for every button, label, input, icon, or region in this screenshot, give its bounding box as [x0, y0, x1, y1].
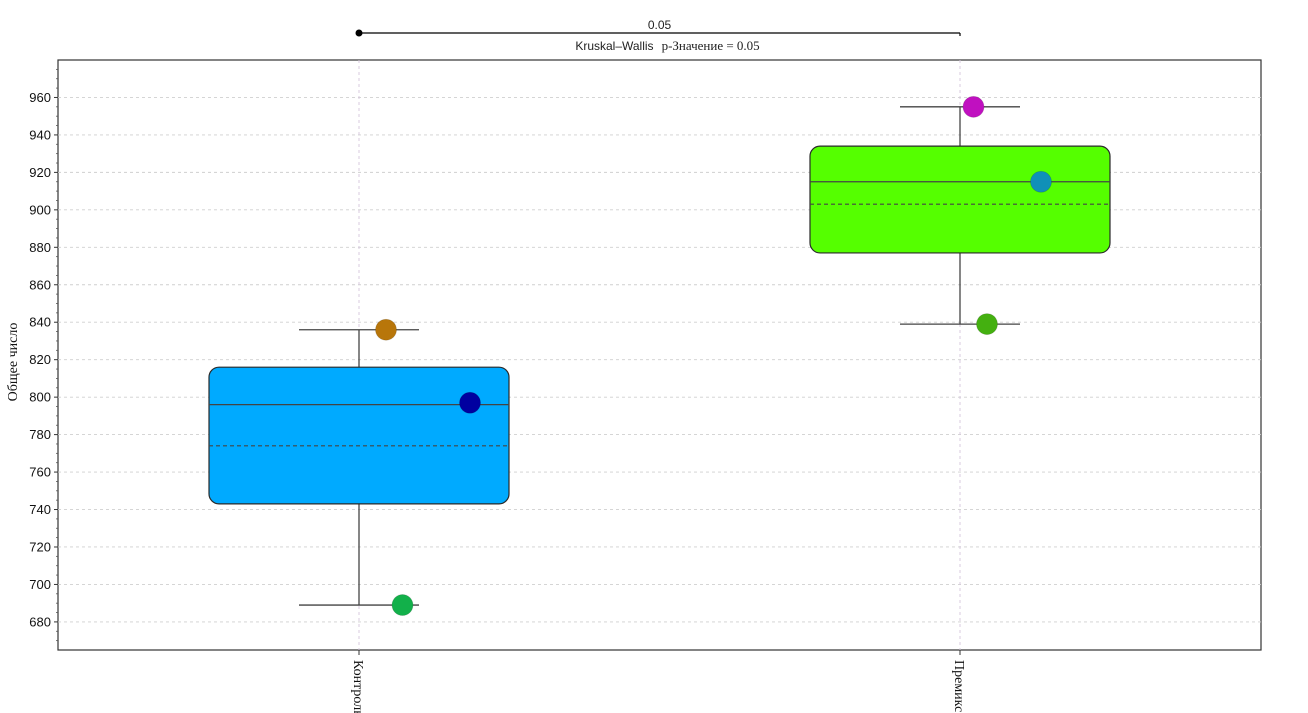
test-result-text: Kruskal–Wallis p-Значение = 0.05	[575, 37, 759, 54]
data-point	[1030, 170, 1052, 193]
significance-annotation: 0.05 Kruskal–Wallis p-Значение = 0.05	[355, 18, 961, 54]
y-tick-label: 820	[29, 352, 51, 367]
y-axis-label: Общее число	[6, 323, 21, 402]
y-tick-label: 760	[29, 465, 51, 480]
test-name: Kruskal–Wallis	[575, 39, 653, 53]
x-tick-label: Контроль	[350, 660, 365, 713]
y-tick-label: 780	[29, 427, 51, 442]
plot-area	[57, 59, 1262, 651]
y-tick-label: 880	[29, 240, 51, 255]
significance-label: 0.05	[648, 18, 672, 32]
y-tick-label: 940	[29, 127, 51, 142]
y-tick-label: 960	[29, 90, 51, 105]
y-tick-label: 680	[29, 614, 51, 629]
data-point	[962, 95, 985, 118]
data-point	[391, 594, 414, 616]
significance-bracket-dot	[355, 29, 363, 37]
boxes	[208, 106, 1111, 606]
box-group	[208, 329, 510, 606]
y-tick-label: 740	[29, 502, 51, 517]
box	[208, 366, 510, 505]
y-tick-label: 840	[29, 315, 51, 330]
box	[809, 145, 1111, 254]
y-tick-label: 800	[29, 390, 51, 405]
data-point	[976, 313, 998, 335]
y-tick-label: 720	[29, 539, 51, 554]
y-tick-label: 860	[29, 277, 51, 292]
data-point	[375, 318, 397, 341]
x-tick-label: Премикс	[951, 660, 966, 712]
y-tick-label: 920	[29, 165, 51, 180]
y-axis: 680 700 720 740 760 780 800 820 840 860 880 900 920 9…	[29, 68, 58, 642]
data-points	[375, 95, 1052, 616]
y-tick-label: 700	[29, 577, 51, 592]
data-point	[459, 391, 481, 414]
test-result: p-Значение = 0.05	[662, 38, 760, 53]
box-group	[809, 106, 1111, 325]
y-tick-label: 900	[29, 202, 51, 217]
x-axis: Контроль Премикс	[350, 650, 966, 713]
